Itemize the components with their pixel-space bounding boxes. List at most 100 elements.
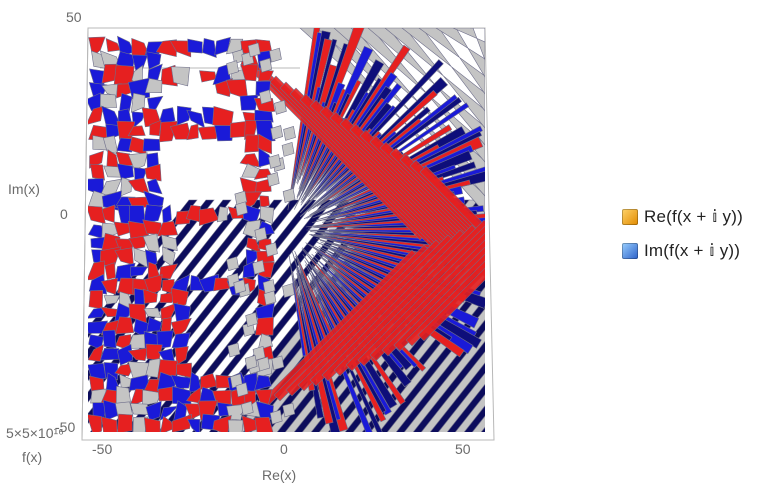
left-facet — [174, 345, 189, 366]
left-facet — [101, 416, 118, 432]
gray-chip — [282, 283, 295, 298]
gray-chip — [282, 188, 296, 203]
left-facet — [102, 329, 117, 349]
left-facet — [99, 347, 120, 361]
gray-strip — [534, 200, 600, 440]
left-facet — [214, 125, 234, 142]
left-facet — [257, 333, 273, 351]
left-facet — [259, 195, 270, 208]
left-facet — [186, 123, 199, 141]
navy-strip — [474, 199, 485, 432]
gray-strip-top — [299, 28, 485, 214]
gray-strip-top — [316, 28, 485, 197]
left-facet — [146, 178, 163, 195]
red-streak — [417, 184, 485, 342]
gray-chip — [235, 201, 248, 217]
left-facet — [130, 92, 146, 113]
legend-swatch-re — [622, 209, 638, 225]
left-facet — [144, 163, 162, 182]
gray-strip-top — [484, 28, 485, 29]
left-facet — [143, 417, 161, 432]
gray-strip-top — [484, 28, 485, 29]
gray-chip — [245, 312, 258, 327]
y-tick-top: 50 — [66, 9, 82, 25]
gray-strip — [517, 200, 600, 440]
left-facet — [158, 263, 179, 280]
left-facet — [254, 416, 274, 432]
left-facet — [254, 109, 274, 123]
left-facet — [155, 39, 177, 58]
left-facet — [171, 413, 192, 432]
left-facet — [186, 418, 201, 432]
legend-label-im: Im(f(x + 𝕚 y)) — [644, 241, 741, 260]
gray-chip — [266, 172, 280, 187]
left-facet — [176, 362, 192, 379]
left-facet — [239, 94, 259, 111]
gray-chip — [271, 355, 285, 371]
left-facet — [157, 220, 179, 237]
gray-chip — [268, 154, 281, 169]
gray-strip — [431, 199, 485, 432]
navy-strip — [526, 200, 600, 440]
left-facet — [143, 204, 164, 224]
left-facet — [134, 288, 145, 307]
gray-chip — [269, 47, 282, 63]
gray-strip-top — [452, 28, 485, 61]
gray-strip — [585, 200, 600, 440]
red-streak — [357, 209, 485, 367]
gray-chip — [274, 99, 287, 115]
left-facet — [172, 386, 192, 405]
left-facet — [117, 413, 133, 432]
gray-strip-top — [484, 28, 485, 29]
left-facet — [240, 64, 259, 82]
red-streak — [369, 204, 485, 362]
left-facet — [127, 125, 146, 137]
left-facet — [127, 361, 150, 380]
y-axis-label: Im(x) — [8, 181, 40, 197]
gray-strip-top — [484, 28, 485, 29]
left-facet — [257, 133, 272, 155]
gray-strip — [380, 199, 485, 432]
left-facet — [142, 138, 161, 152]
surface-plot: 50 0 -50 5×5×10¹⁶ f(x) Im(x) -50 0 50 Re… — [6, 9, 600, 483]
gray-strip-top — [484, 28, 485, 29]
navy-strip — [560, 200, 600, 440]
y-tick-mid: 0 — [60, 206, 68, 222]
gray-strip — [465, 199, 485, 432]
gray-chip — [226, 256, 239, 272]
gray-chip — [235, 382, 249, 398]
gray-strip-top — [484, 28, 485, 29]
red-streak — [393, 194, 485, 352]
gray-chip — [227, 342, 241, 358]
left-facet — [187, 38, 203, 54]
left-facet — [241, 415, 257, 432]
left-facet — [88, 205, 106, 225]
left-facet — [128, 152, 148, 171]
red-streak — [333, 219, 485, 377]
gray-chip — [281, 141, 295, 157]
z-axis-label: f(x) — [22, 449, 42, 465]
gray-chip — [282, 402, 296, 418]
gray-chip — [257, 356, 271, 372]
gray-chip — [269, 409, 283, 425]
legend-item-re: Re(f(x + 𝕚 y)) — [622, 206, 743, 228]
gray-strip-top — [418, 28, 485, 95]
left-facet — [128, 235, 148, 250]
left-facet — [127, 347, 148, 362]
left-facet — [258, 69, 274, 82]
left-facet — [227, 419, 244, 432]
z-tick-label: 5×5×10¹⁶ — [6, 425, 64, 441]
left-facet — [145, 400, 162, 421]
gray-chip — [283, 126, 296, 141]
left-facet — [116, 343, 134, 366]
left-facet — [169, 40, 192, 58]
left-facet — [115, 316, 135, 335]
navy-strip — [492, 200, 600, 440]
navy-strip — [423, 199, 485, 432]
left-facet — [156, 330, 174, 349]
red-streak — [381, 199, 485, 357]
left-facet — [143, 190, 165, 208]
gray-chip — [233, 279, 247, 295]
gray-chip — [252, 259, 265, 275]
left-facet — [99, 93, 117, 108]
